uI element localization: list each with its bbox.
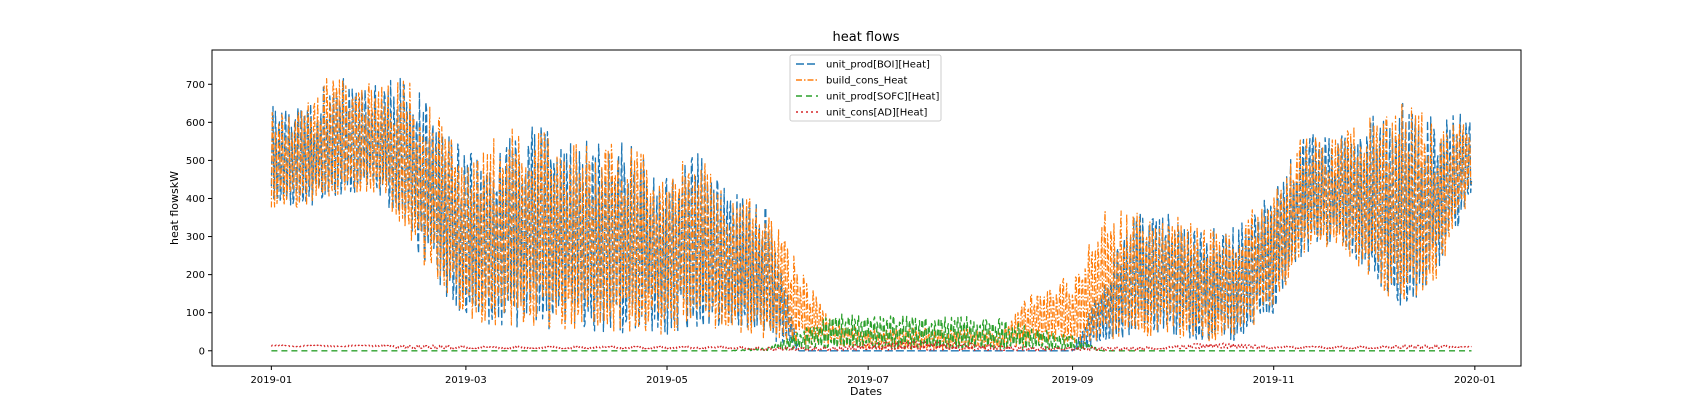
x-axis: 2019-01 2019-03 2019-05 2019-07 2019-09 2019-… — [250, 366, 1496, 386]
x-tick-label-0: 2019-01 — [250, 375, 292, 386]
series-line-3 — [270, 340, 1472, 352]
x-axis-label: Dates — [850, 385, 882, 398]
plot-area — [270, 77, 1473, 352]
x-tick-label-1: 2019-03 — [445, 375, 487, 386]
chart-title: heat flows — [833, 30, 900, 45]
y-axis-label: heat flowskW — [168, 171, 181, 245]
legend: unit_prod[BOI][Heat] build_cons_Heat unit_… — [789, 54, 942, 122]
y-tick-label-5: 500 — [186, 156, 205, 167]
y-tick-label-3: 300 — [186, 232, 205, 243]
x-tick-label-2: 2019-05 — [646, 375, 688, 386]
series-line-0 — [270, 77, 1473, 352]
series-line-2 — [271, 313, 1472, 352]
legend-label-3: unit_cons[AD][Heat] — [826, 108, 928, 119]
axes-frame — [211, 49, 1522, 367]
x-tick-label-3: 2019-07 — [847, 375, 889, 386]
legend-label-2: unit_prod[SOFC][Heat] — [826, 92, 939, 103]
y-tick-label-7: 700 — [186, 80, 205, 91]
x-tick-label-4: 2019-09 — [1052, 375, 1094, 386]
y-tick-label-6: 600 — [186, 118, 205, 129]
y-tick-label-0: 0 — [199, 346, 205, 357]
legend-box — [789, 54, 942, 122]
y-tick-label-1: 100 — [186, 308, 205, 319]
x-tick-label-6: 2020-01 — [1454, 375, 1496, 386]
legend-label-1: build_cons_Heat — [826, 76, 908, 87]
y-axis: 0 100 200 300 400 500 600 700 — [186, 80, 212, 357]
legend-label-0: unit_prod[BOI][Heat] — [826, 60, 930, 71]
y-tick-label-2: 200 — [186, 270, 205, 281]
x-tick-label-5: 2019-11 — [1253, 375, 1295, 386]
y-tick-label-4: 400 — [186, 194, 205, 205]
